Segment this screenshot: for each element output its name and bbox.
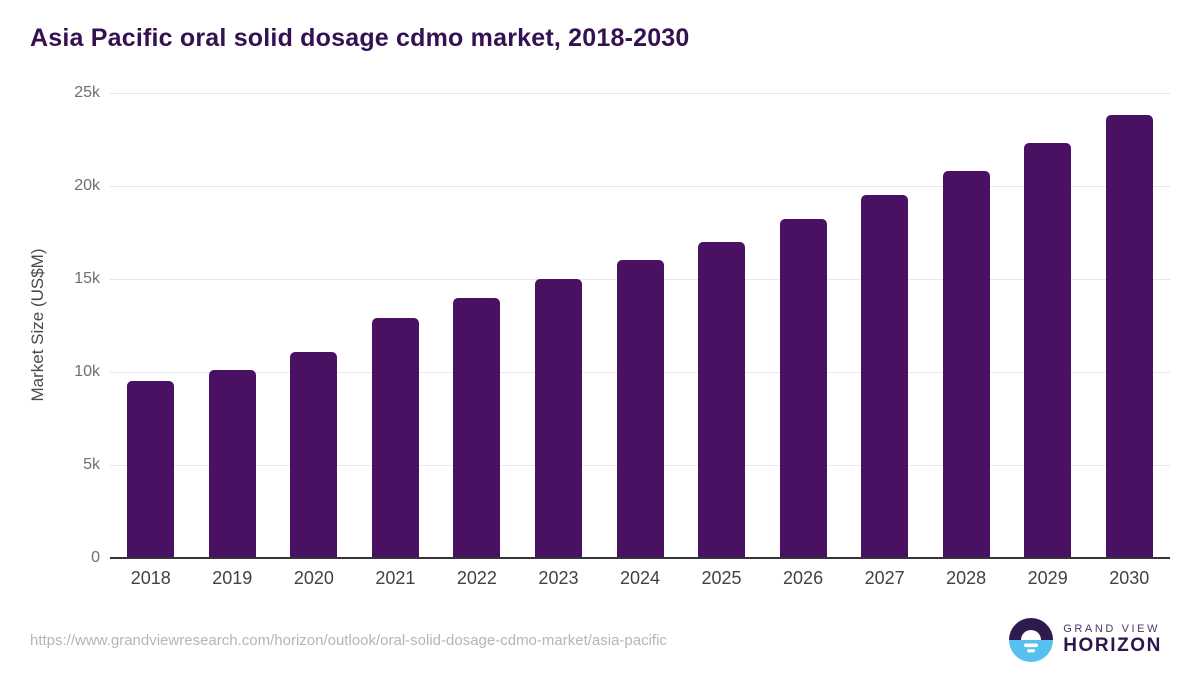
logo-wordmark: GRAND VIEW HORIZON <box>1063 623 1162 657</box>
x-tick-label-2018: 2018 <box>130 568 171 588</box>
bar-2018[interactable] <box>127 381 175 558</box>
bar-2020[interactable] <box>290 351 338 558</box>
x-tick-label-2027: 2027 <box>864 568 905 588</box>
gridline-25k <box>110 93 1170 94</box>
bar-2024[interactable] <box>616 260 664 558</box>
source-url: https://www.grandviewresearch.com/horizo… <box>30 632 667 649</box>
x-tick-label-2022: 2022 <box>456 568 497 588</box>
bar-2028[interactable] <box>942 171 990 558</box>
bar-2022[interactable] <box>453 297 501 558</box>
grand-view-horizon-logo: GRAND VIEW HORIZON <box>1009 618 1162 662</box>
logo-line-grand-view: GRAND VIEW <box>1063 622 1161 635</box>
x-tick-label-2023: 2023 <box>538 568 579 588</box>
bar-2023[interactable] <box>534 279 582 558</box>
x-tick-label-2025: 2025 <box>701 568 742 588</box>
x-tick-label-2021: 2021 <box>375 568 416 588</box>
y-tick-label-0: 0 <box>91 549 100 566</box>
y-tick-label-5k: 5k <box>83 456 100 473</box>
x-tick-label-2020: 2020 <box>293 568 334 588</box>
x-tick-label-2029: 2029 <box>1027 568 1068 588</box>
x-axis-line <box>110 557 1170 559</box>
bar-2029[interactable] <box>1024 143 1072 558</box>
x-tick-label-2028: 2028 <box>946 568 987 588</box>
bar-2019[interactable] <box>208 370 256 558</box>
horizon-sun-icon <box>1009 618 1054 662</box>
bar-2026[interactable] <box>779 219 827 558</box>
x-tick-label-2024: 2024 <box>619 568 661 588</box>
x-tick-label-2019: 2019 <box>212 568 253 588</box>
gridline-20k <box>110 186 1170 187</box>
y-tick-label-15k: 15k <box>74 270 100 287</box>
y-tick-label-10k: 10k <box>74 363 100 380</box>
logo-line-horizon: HORIZON <box>1063 635 1162 657</box>
y-tick-label-20k: 20k <box>74 177 100 194</box>
bar-2030[interactable] <box>1105 115 1153 558</box>
x-tick-label-2030: 2030 <box>1109 568 1150 588</box>
chart-title: Asia Pacific oral solid dosage cdmo mark… <box>30 24 690 52</box>
x-tick-label-2026: 2026 <box>783 568 824 588</box>
y-tick-label-25k: 25k <box>74 84 100 101</box>
bar-2027[interactable] <box>861 195 909 558</box>
bar-2021[interactable] <box>371 318 419 558</box>
bar-2025[interactable] <box>698 241 746 558</box>
